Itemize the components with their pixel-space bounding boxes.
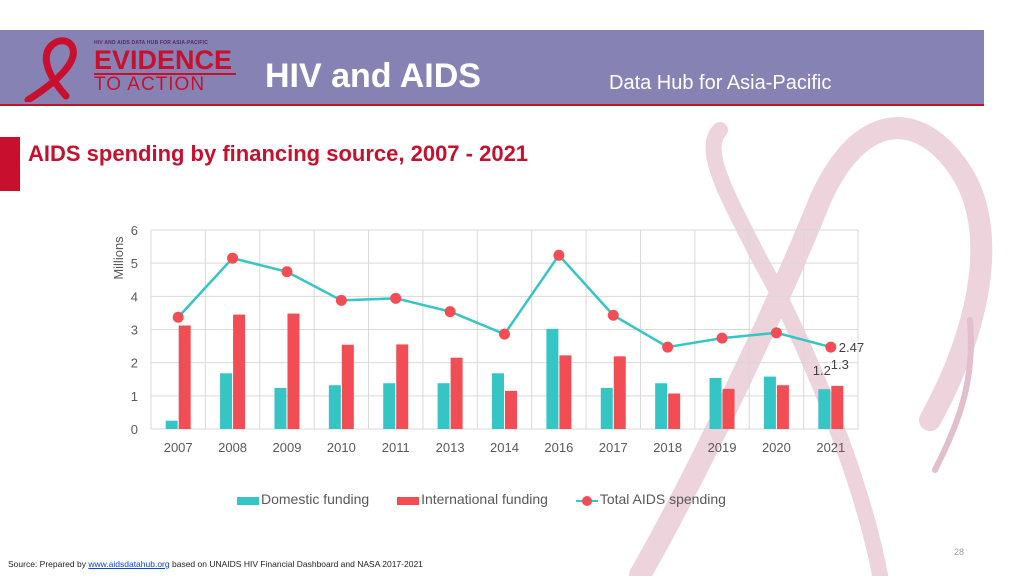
legend-swatch-international [397,496,420,505]
bar-international [776,385,789,429]
y-tick-label: 0 [131,422,138,437]
chart-data-labels: 1.2 1.3 2.47 [813,340,864,378]
total-point [770,327,782,339]
logo-divider [94,73,236,75]
bar-international [233,314,246,429]
bar-domestic [600,387,613,429]
legend-total: Total AIDS spending [575,491,726,508]
header-title: HIV and AIDS [265,57,481,95]
header-subtitle: Data Hub for Asia-Pacific [609,72,832,94]
y-tick-label: 6 [131,223,138,238]
chart-gridlines [150,229,859,430]
total-point [553,249,565,261]
evidence-to-action-logo: HIV AND AIDS DATA HUB FOR ASIA-PACIFIC E… [18,36,248,102]
bar-domestic [328,385,341,429]
total-spending-line [172,249,837,353]
total-point [716,332,728,344]
total-point [825,341,837,353]
bar-international [668,393,681,429]
x-tick-label: 2016 [544,440,573,455]
total-point [281,266,293,278]
legend-label-domestic: Domestic funding [261,491,370,508]
data-label: 1.3 [831,357,849,372]
data-label: 2.47 [839,340,864,355]
x-tick-label: 2017 [599,440,628,455]
bar-domestic [709,377,722,429]
total-point [444,306,456,318]
total-point [499,328,510,340]
bar-domestic [818,389,831,429]
bar-domestic [492,373,504,429]
x-tick-label: 2013 [436,440,465,455]
source-note: Source: Prepared by www.aidsdatahub.org … [8,559,423,569]
x-tick-label: 2019 [708,440,737,455]
legend-swatch-total [575,495,598,506]
legend-domestic: Domestic funding [237,491,369,507]
x-tick-label: 2014 [490,440,519,455]
header-banner: HIV AND AIDS DATA HUB FOR ASIA-PACIFIC E… [0,30,984,106]
bar-international [505,390,517,429]
bar-international [722,388,735,429]
bar-domestic [274,387,287,429]
bar-international [178,325,191,429]
x-tick-label: 2018 [653,440,682,455]
bar-international [559,355,572,429]
bar-domestic [763,376,776,429]
red-ribbon-icon [24,37,77,102]
total-point [227,252,239,264]
bar-international [613,356,626,429]
bar-domestic [220,373,233,429]
bar-domestic [383,383,396,429]
logo-wordmark-to-action: TO ACTION [94,74,206,95]
total-point [390,292,402,304]
x-tick-label: 2010 [327,440,356,455]
legend-swatch-domestic [237,496,259,505]
source-link[interactable]: www.aidsdatahub.org [88,559,170,569]
y-tick-label: 1 [131,389,138,404]
x-axis-ticks: 2007 2008 2009 2010 2011 2013 2014 2016 2017 2018… [164,440,846,455]
bar-international [287,313,300,429]
y-axis-ticks: 0 1 2 3 4 5 6 [131,223,138,437]
bar-domestic [437,383,450,429]
bar-international [831,385,844,429]
page-number: 28 [954,547,965,557]
bar-domestic [655,383,668,429]
logo-wordmark-evidence: EVIDENCE [94,45,233,75]
total-point [172,311,184,323]
slide-title: AIDS spending by financing source, 2007 … [28,141,529,166]
bar-international [341,344,354,429]
legend-label-total: Total AIDS spending [599,491,726,508]
x-tick-label: 2009 [273,440,302,455]
total-point [335,294,347,306]
y-axis-label: Millions [111,236,126,280]
total-point [662,341,674,353]
source-prefix: Source: Prepared by [8,559,86,569]
legend-label-international: International funding [421,491,548,508]
chart-bars [165,313,844,429]
title-accent-bar [0,137,20,191]
y-tick-label: 5 [131,256,138,271]
chart-legend: Domestic funding International funding T… [237,490,730,510]
x-tick-label: 2021 [816,440,845,455]
bar-international [396,344,409,429]
y-tick-label: 3 [131,323,138,338]
x-tick-label: 2007 [164,440,193,455]
bar-domestic [546,328,559,429]
bar-domestic [165,420,178,429]
x-tick-label: 2020 [762,440,791,455]
bar-international [450,357,463,429]
y-tick-label: 4 [131,289,138,304]
source-suffix: based on UNAIDS HIV Financial Dashboard … [172,559,423,569]
x-tick-label: 2008 [218,440,247,455]
x-tick-label: 2011 [382,440,410,455]
data-label: 1.2 [813,363,831,378]
logo-tagline: HIV AND AIDS DATA HUB FOR ASIA-PACIFIC [94,40,209,46]
legend-international: International funding [397,491,548,507]
y-tick-label: 2 [131,356,138,371]
total-point [607,309,619,321]
